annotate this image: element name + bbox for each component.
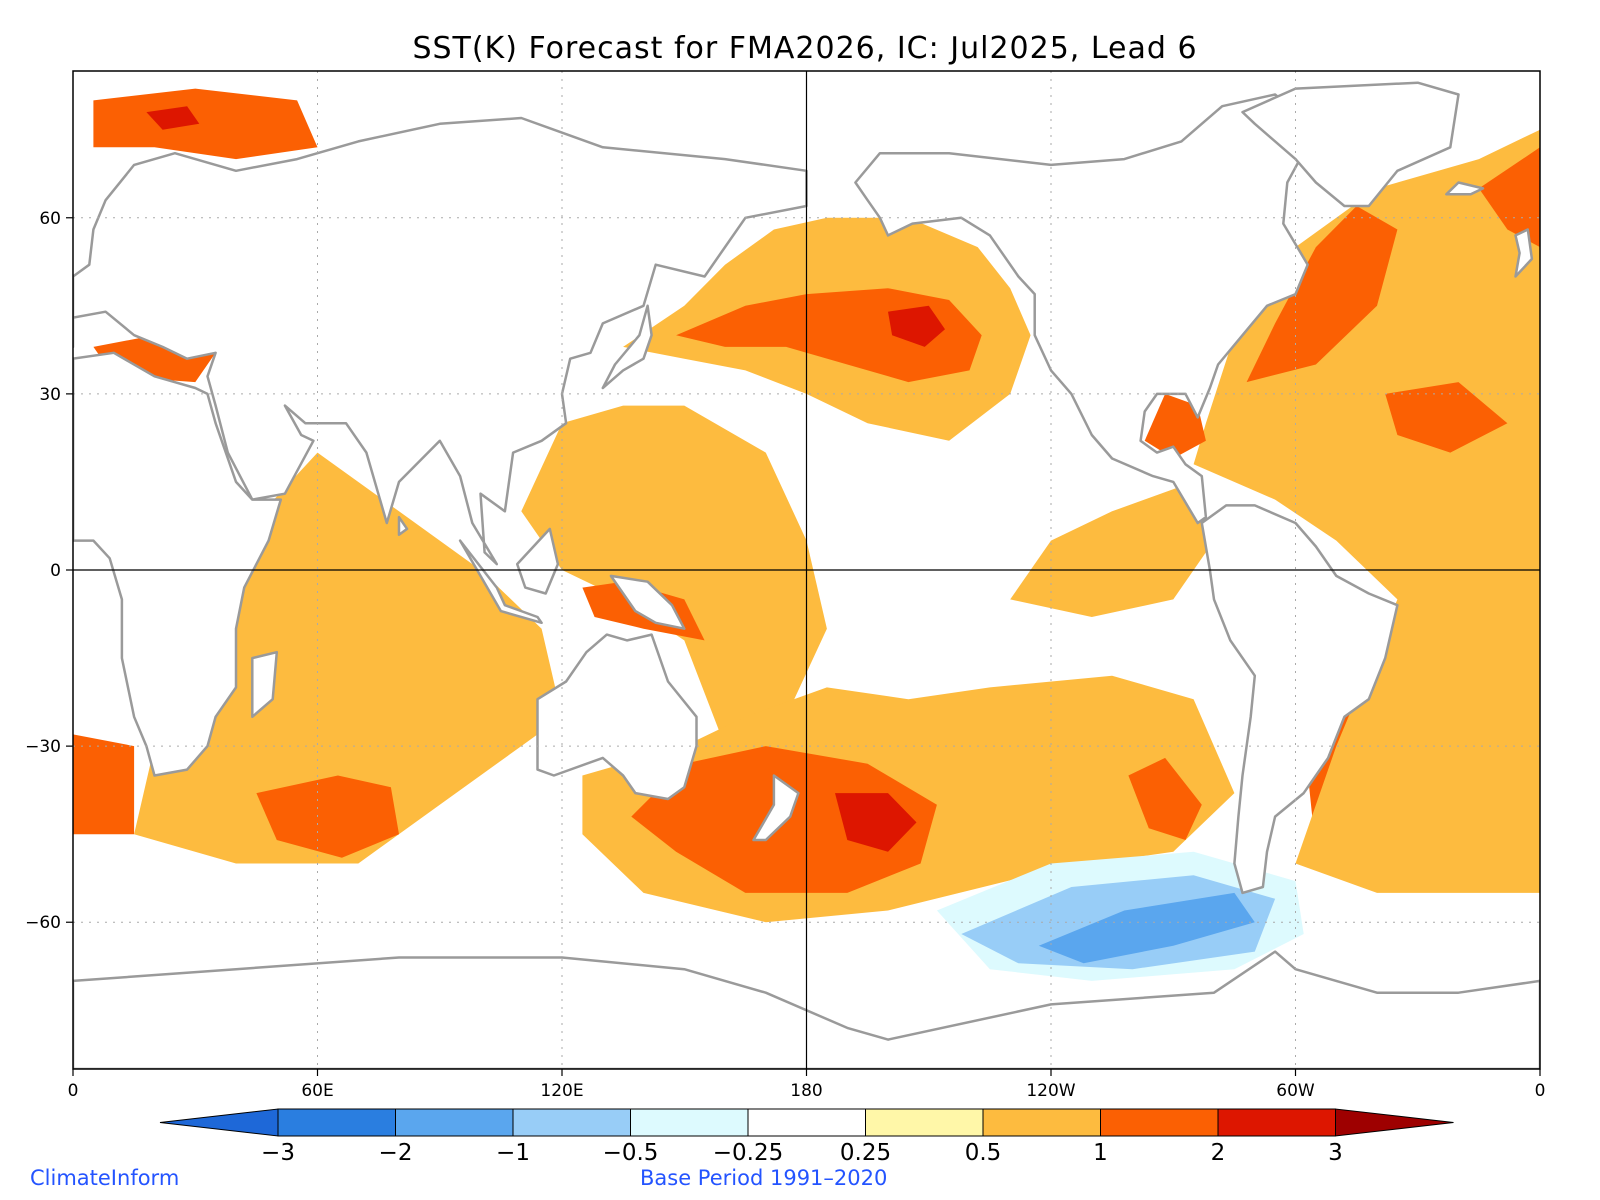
anomaly-arctic-peak — [146, 106, 200, 130]
land-africa — [73, 351, 283, 777]
colorbar-bin — [1217, 1108, 1336, 1137]
anomaly-s-indian-core — [256, 775, 399, 858]
base-period-text: Base Period 1991–2020 — [640, 1166, 887, 1190]
land-borneo — [515, 527, 560, 595]
colorbar-label: 1 — [1093, 1140, 1108, 1166]
anomaly-sw-pacific-peak — [835, 793, 917, 852]
land-eurasia — [73, 116, 808, 566]
longitude-axis: 0 60E 120E 180 120W 60W 0 — [68, 1069, 1546, 1101]
x-tick-label: 120W — [1026, 1081, 1075, 1101]
grid-lines — [73, 71, 1540, 1069]
colorbar-label: −1 — [496, 1140, 530, 1166]
colorbar-label: 2 — [1211, 1140, 1226, 1166]
colorbar-bin — [982, 1108, 1101, 1137]
x-tick-label: 60W — [1276, 1081, 1315, 1101]
sst-anomaly-layer — [73, 88, 1540, 981]
colorbar-bin — [395, 1108, 514, 1137]
x-tick-label: 0 — [68, 1081, 79, 1101]
map-panel: 0 60E 120E 180 120W 60W 0 60 30 0 −30 −60 — [25, 70, 1546, 1101]
land-japan — [601, 304, 653, 390]
y-tick-label: 60 — [39, 209, 61, 229]
colorbar-bin — [865, 1108, 984, 1137]
land-sumatra-java — [458, 539, 543, 625]
y-tick-label: 30 — [39, 385, 61, 405]
land-madagascar — [251, 650, 279, 719]
land-iceland — [1445, 181, 1485, 196]
y-tick-label: 0 — [50, 561, 61, 581]
land-greenland — [1241, 81, 1460, 208]
colorbar-bin — [1100, 1108, 1219, 1137]
anomaly-se-pacific-core — [1128, 757, 1202, 840]
land-uk — [1514, 228, 1534, 278]
anomaly-gulf-of-mexico — [1144, 393, 1206, 459]
land-south-america — [1200, 504, 1399, 895]
colorbar-label: −0.5 — [603, 1140, 659, 1166]
anomaly-arctic-core — [93, 88, 318, 160]
anomaly-n-pacific-peak — [888, 305, 945, 347]
land-new-guinea — [609, 574, 686, 630]
colorbar-low-arrow — [159, 1108, 279, 1137]
colorbar-bin — [747, 1108, 866, 1137]
latitude-axis: 60 30 0 −30 −60 — [25, 209, 73, 933]
colorbar-high-arrow — [1335, 1108, 1454, 1137]
land-sri-lanka — [397, 515, 409, 537]
x-tick-label: 0 — [1535, 1081, 1546, 1101]
colorbar-label: 3 — [1328, 1140, 1343, 1166]
colorbar-bin — [630, 1108, 749, 1137]
y-tick-label: −30 — [25, 737, 61, 757]
y-tick-label: −60 — [25, 913, 61, 933]
colorbar-label: −0.25 — [713, 1140, 783, 1166]
land-australia — [536, 633, 698, 801]
colorbar-bin — [512, 1108, 631, 1137]
anomaly-s-ocean-coldest — [1038, 892, 1255, 964]
x-tick-label: 60E — [301, 1081, 333, 1101]
anomaly-w-pacific-warm — [521, 405, 827, 747]
map-title: SST(K) Forecast for FMA2026, IC: Jul2025… — [412, 31, 1197, 66]
colorbar-label: 0.25 — [840, 1140, 891, 1166]
x-tick-label: 180 — [790, 1081, 822, 1101]
colorbar-label: −3 — [261, 1140, 295, 1166]
land-africa-west-edge — [73, 357, 75, 542]
anomaly-s-atlantic-east — [73, 734, 135, 835]
colorbar: −3 −2 −1 −0.5 −0.25 0.25 0.5 1 2 3 — [159, 1108, 1454, 1166]
colorbar-label: −2 — [379, 1140, 413, 1166]
anomaly-ne-atlantic-core — [1478, 147, 1540, 248]
credit-text: ClimateInform — [30, 1166, 179, 1190]
colorbar-bin — [277, 1108, 396, 1137]
anomaly-e-pacific-warm — [1010, 481, 1214, 617]
anomaly-nw-atlantic-core — [1246, 206, 1398, 383]
colorbar-label: 0.5 — [965, 1140, 1002, 1166]
x-tick-label: 120E — [540, 1081, 583, 1101]
anomaly-mid-atlantic-core — [1385, 382, 1508, 453]
land-new-zealand — [752, 774, 800, 842]
